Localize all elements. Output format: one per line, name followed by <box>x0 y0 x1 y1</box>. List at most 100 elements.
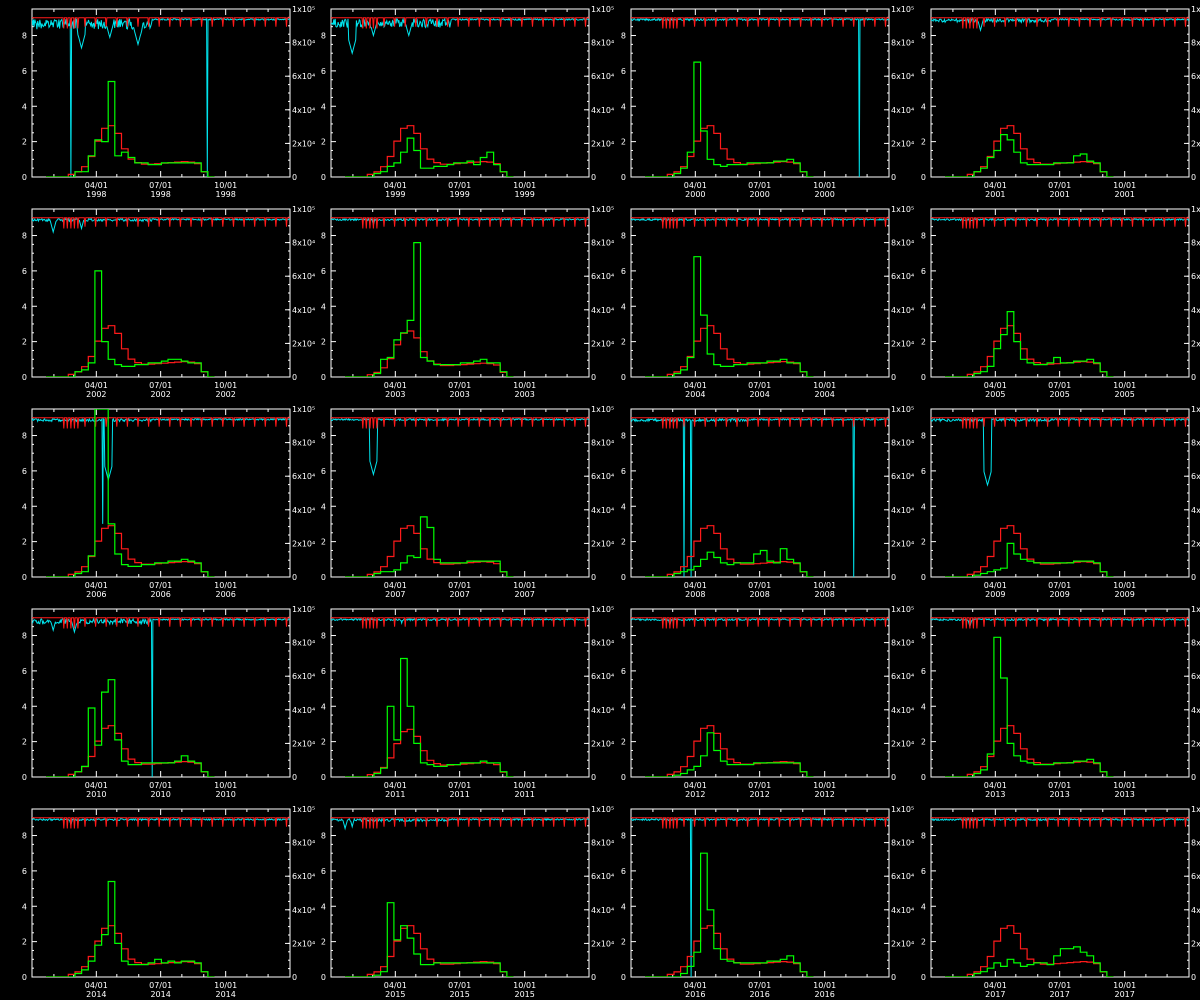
left-tick-label: 4 <box>621 702 626 711</box>
right-tick-label: 2x10⁴ <box>292 139 315 148</box>
left-tick-label: 6 <box>921 867 926 876</box>
panel-2011: 0246802x10⁴4x10⁴6x10⁴8x10⁴1x10⁵04/012011… <box>321 605 614 799</box>
left-tick-label: 8 <box>921 632 926 641</box>
series-group <box>331 817 589 977</box>
left-tick-label: 8 <box>22 632 27 641</box>
x-tick-year: 2001 <box>1114 190 1134 199</box>
x-tick-month: 10/01 <box>813 381 836 390</box>
right-tick-label: 4x10⁴ <box>292 906 315 915</box>
panel-2010: 0246802x10⁴4x10⁴6x10⁴8x10⁴1x10⁵04/012010… <box>22 605 315 799</box>
left-tick-label: 0 <box>22 373 27 382</box>
x-tick-year: 2012 <box>814 790 834 799</box>
left-tick-label: 6 <box>22 67 27 76</box>
x-tick-month: 04/01 <box>384 381 407 390</box>
cyan-series-line <box>931 417 1189 487</box>
series-group <box>631 17 889 177</box>
left-tick-label: 0 <box>321 773 326 782</box>
right-tick-label: 8x10⁴ <box>1191 439 1200 448</box>
plot-frame <box>31 808 291 978</box>
right-tick-label: 1x10⁵ <box>591 5 614 14</box>
series-group <box>32 217 290 377</box>
red-level-line <box>331 617 589 629</box>
x-tick-month: 10/01 <box>1113 781 1136 790</box>
left-tick-label: 8 <box>321 432 326 441</box>
green-histogram <box>945 134 1114 177</box>
left-tick-label: 6 <box>621 667 626 676</box>
plot-frame <box>930 208 1190 378</box>
left-tick-label: 2 <box>921 138 926 147</box>
right-tick-label: 1x10⁵ <box>292 5 315 14</box>
series-group <box>631 817 889 977</box>
x-tick-year: 2014 <box>215 990 235 999</box>
x-tick-year: 2015 <box>385 990 405 999</box>
green-histogram <box>645 256 814 377</box>
left-tick-label: 2 <box>22 338 27 347</box>
x-tick-year: 2005 <box>1049 390 1069 399</box>
right-tick-label: 4x10⁴ <box>891 706 914 715</box>
left-tick-label: 8 <box>621 432 626 441</box>
x-tick-year: 2002 <box>86 390 106 399</box>
left-tick-label: 4 <box>921 302 926 311</box>
right-tick-label: 0 <box>591 573 596 582</box>
right-tick-label: 8x10⁴ <box>591 39 614 48</box>
x-tick-month: 04/01 <box>984 781 1007 790</box>
panel-2008: 0246802x10⁴4x10⁴6x10⁴8x10⁴1x10⁵04/012008… <box>621 405 914 599</box>
left-tick-label: 0 <box>321 373 326 382</box>
left-tick-label: 4 <box>921 502 926 511</box>
red-level-line <box>931 417 1189 429</box>
x-tick-year: 2016 <box>685 990 705 999</box>
right-tick-label: 6x10⁴ <box>891 472 914 481</box>
right-tick-label: 1x10⁵ <box>292 205 315 214</box>
x-tick-year: 2007 <box>514 590 534 599</box>
x-tick-year: 2005 <box>1114 390 1134 399</box>
right-tick-label: 1x10⁵ <box>292 605 315 614</box>
right-tick-label: 4x10⁴ <box>891 106 914 115</box>
panel-1998: 0246802x10⁴4x10⁴6x10⁴8x10⁴1x10⁵04/011998… <box>22 5 315 199</box>
x-tick-month: 10/01 <box>513 981 536 990</box>
x-tick-month: 07/01 <box>448 781 471 790</box>
right-tick-label: 6x10⁴ <box>292 872 315 881</box>
green-histogram <box>945 636 1114 777</box>
x-tick-year: 2001 <box>985 190 1005 199</box>
red-level-line <box>931 17 1189 29</box>
right-tick-label: 6x10⁴ <box>292 272 315 281</box>
series-group <box>631 217 889 377</box>
green-histogram <box>46 80 215 177</box>
panel-2012: 0246802x10⁴4x10⁴6x10⁴8x10⁴1x10⁵04/012012… <box>621 605 914 799</box>
right-tick-label: 0 <box>891 373 896 382</box>
x-tick-month: 04/01 <box>684 981 707 990</box>
x-tick-year: 2007 <box>385 590 405 599</box>
right-tick-label: 8x10⁴ <box>292 439 315 448</box>
red-level-line <box>32 617 290 629</box>
x-tick-year: 2002 <box>150 390 170 399</box>
green-histogram <box>46 409 215 577</box>
right-tick-label: 2x10⁴ <box>1191 339 1200 348</box>
right-tick-label: 1x10⁵ <box>1191 605 1200 614</box>
x-tick-month: 07/01 <box>748 181 771 190</box>
right-tick-label: 1x10⁵ <box>891 605 914 614</box>
red-level-line <box>631 617 889 629</box>
left-tick-label: 4 <box>621 302 626 311</box>
x-tick-month: 07/01 <box>748 581 771 590</box>
right-tick-label: 2x10⁴ <box>891 939 914 948</box>
right-tick-label: 8x10⁴ <box>1191 839 1200 848</box>
x-tick-month: 04/01 <box>384 581 407 590</box>
left-tick-label: 4 <box>621 902 626 911</box>
left-tick-label: 6 <box>321 867 326 876</box>
left-tick-label: 0 <box>921 573 926 582</box>
right-tick-label: 2x10⁴ <box>292 739 315 748</box>
right-tick-label: 1x10⁵ <box>292 405 315 414</box>
panel-2000: 0246802x10⁴4x10⁴6x10⁴8x10⁴1x10⁵04/012000… <box>621 5 914 199</box>
x-tick-year: 2006 <box>215 590 235 599</box>
panel-2014: 0246802x10⁴4x10⁴6x10⁴8x10⁴1x10⁵04/012014… <box>22 805 315 999</box>
left-tick-label: 8 <box>22 432 27 441</box>
left-tick-label: 0 <box>921 973 926 982</box>
series-group <box>32 409 290 577</box>
green-histogram <box>645 852 814 977</box>
cyan-series-line <box>32 417 290 524</box>
right-tick-label: 8x10⁴ <box>1191 639 1200 648</box>
x-tick-month: 10/01 <box>513 381 536 390</box>
x-tick-month: 04/01 <box>684 781 707 790</box>
series-group <box>331 417 589 577</box>
left-tick-label: 2 <box>921 338 926 347</box>
